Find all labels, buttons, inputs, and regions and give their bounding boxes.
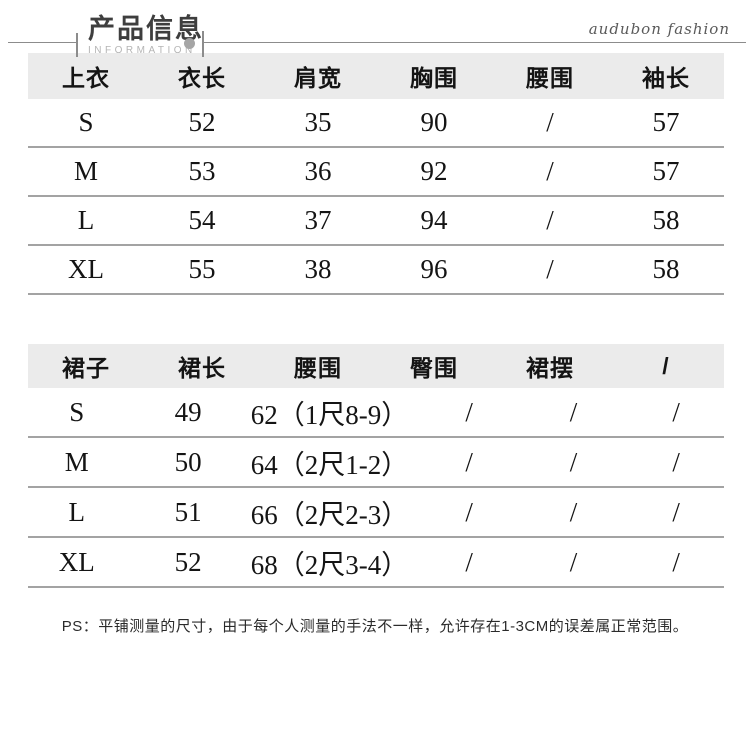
value-cell: / (546, 156, 554, 186)
value-cell: 92 (420, 156, 448, 186)
size-cell: L (68, 496, 85, 527)
value-cell: 50 (174, 446, 202, 477)
value-cell: 49 (174, 396, 202, 427)
accent-dot-icon (184, 38, 195, 49)
value-cell: / (569, 446, 578, 477)
size-cell: S (69, 396, 85, 427)
left-tick-mark (76, 33, 78, 57)
value-cell: / (465, 396, 473, 427)
size-cell: XL (68, 254, 104, 284)
table-row: L 51 66（2尺2-3） / / / (28, 488, 724, 538)
value-cell: 94 (420, 205, 448, 235)
value-cell: / (546, 254, 554, 284)
value-cell: / (672, 446, 680, 477)
size-cell: L (77, 205, 95, 235)
column-header: 肩宽 (294, 65, 342, 91)
column-header: 裙子 (62, 355, 110, 381)
value-cell: 64（2尺1-2） (250, 449, 409, 480)
size-cell: M (73, 156, 98, 186)
value-cell: 52 (188, 107, 216, 137)
title-block: 产品信息 INFORMATION (88, 16, 204, 56)
value-cell: 35 (304, 107, 332, 137)
column-header: 裙摆 (526, 355, 574, 381)
value-cell: / (465, 496, 473, 527)
column-header: 臀围 (410, 355, 458, 381)
value-cell: 58 (652, 254, 680, 284)
value-cell: / (465, 546, 473, 577)
table-row: XL 55 38 96 / 58 (28, 246, 724, 295)
tops-size-table: 上衣 衣长 肩宽 胸围 腰围 袖长 S 52 35 90 / 57 M 53 3… (28, 53, 724, 295)
table-row: M 53 36 92 / 57 (28, 148, 724, 197)
size-cell: S (78, 107, 94, 137)
page-title: 产品信息 (88, 14, 204, 44)
value-cell: 68（2尺3-4） (250, 549, 409, 580)
skirt-size-table: 裙子 裙长 腰围 臀围 裙摆 / S 49 62（1尺8-9） / / / M … (28, 344, 724, 588)
value-cell: 55 (188, 254, 216, 284)
value-cell: 90 (420, 107, 448, 137)
value-cell: 54 (188, 205, 216, 235)
value-cell: 57 (652, 107, 680, 137)
value-cell: 53 (188, 156, 216, 186)
column-header: 衣长 (178, 65, 226, 91)
value-cell: / (672, 396, 680, 427)
column-header: / (662, 352, 670, 379)
table-row: M 50 64（2尺1-2） / / / (28, 438, 724, 488)
right-tick-mark (202, 31, 204, 57)
tops-table-header-row: 上衣 衣长 肩宽 胸围 腰围 袖长 (28, 53, 724, 99)
table-row: S 52 35 90 / 57 (28, 99, 724, 148)
value-cell: 57 (652, 156, 680, 186)
value-cell: 66（2尺2-3） (250, 499, 409, 530)
table-row: XL 52 68（2尺3-4） / / / (28, 538, 724, 588)
value-cell: / (569, 496, 578, 527)
column-header: 上衣 (62, 65, 110, 91)
value-cell: / (465, 446, 473, 477)
skirt-table-header-row: 裙子 裙长 腰围 臀围 裙摆 / (28, 344, 724, 388)
value-cell: 96 (420, 254, 448, 284)
table-row: L 54 37 94 / 58 (28, 197, 724, 246)
size-cell: XL (58, 546, 95, 577)
value-cell: / (672, 496, 680, 527)
value-cell: 37 (304, 205, 332, 235)
value-cell: 51 (174, 496, 202, 527)
value-cell: 62（1尺8-9） (250, 399, 409, 430)
value-cell: / (569, 396, 578, 427)
table-row: S 49 62（1尺8-9） / / / (28, 388, 724, 438)
column-header: 胸围 (410, 65, 458, 91)
column-header: 裙长 (178, 355, 226, 381)
value-cell: / (546, 107, 554, 137)
value-cell: / (546, 205, 554, 235)
size-cell: M (64, 446, 89, 477)
measurement-note: PS：平铺测量的尺寸，由于每个人测量的手法不一样，允许存在1-3CM的误差属正常… (61, 618, 689, 635)
value-cell: / (569, 546, 578, 577)
column-header: 腰围 (526, 65, 574, 91)
value-cell: 52 (174, 546, 202, 577)
value-cell: 58 (652, 205, 680, 235)
value-cell: 38 (304, 254, 332, 284)
column-header: 腰围 (294, 355, 342, 381)
page-subtitle: INFORMATION (88, 45, 196, 56)
column-header: 袖长 (642, 65, 690, 91)
brand-watermark: audubon fashion (588, 20, 730, 38)
value-cell: / (672, 546, 680, 577)
value-cell: 36 (304, 156, 332, 186)
right-rule-line (204, 42, 746, 43)
section-header: 产品信息 INFORMATION audubon fashion (0, 0, 750, 75)
left-rule-line (8, 42, 76, 43)
